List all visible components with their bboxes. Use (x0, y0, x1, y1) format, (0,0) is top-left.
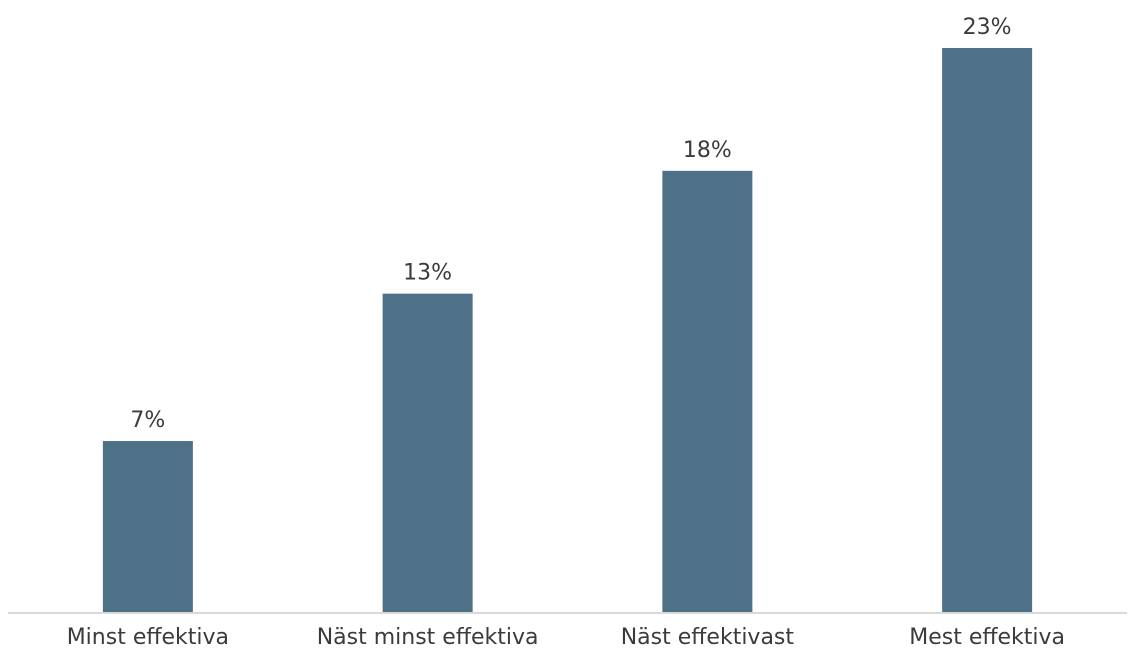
value-labels-group: 7% 13% 18% 23% (130, 15, 1011, 433)
tick-labels-group: Minst effektiva Näst minst effektiva Näst … (67, 625, 1065, 650)
x-tick-label-3: Mest effektiva (909, 625, 1065, 650)
data-label-2: 18% (683, 138, 732, 163)
x-tick-label-1: Näst minst effektiva (317, 625, 539, 650)
x-tick-label-0: Minst effektiva (67, 625, 229, 650)
data-label-0: 7% (130, 408, 165, 433)
data-label-3: 23% (963, 15, 1012, 40)
bar-2 (662, 170, 753, 613)
bar-1 (382, 293, 473, 613)
data-label-1: 13% (403, 261, 452, 286)
bars-group (102, 48, 1033, 613)
bar-3 (942, 48, 1033, 613)
bar-0 (102, 441, 193, 613)
x-tick-label-2: Näst effektivast (621, 625, 795, 650)
